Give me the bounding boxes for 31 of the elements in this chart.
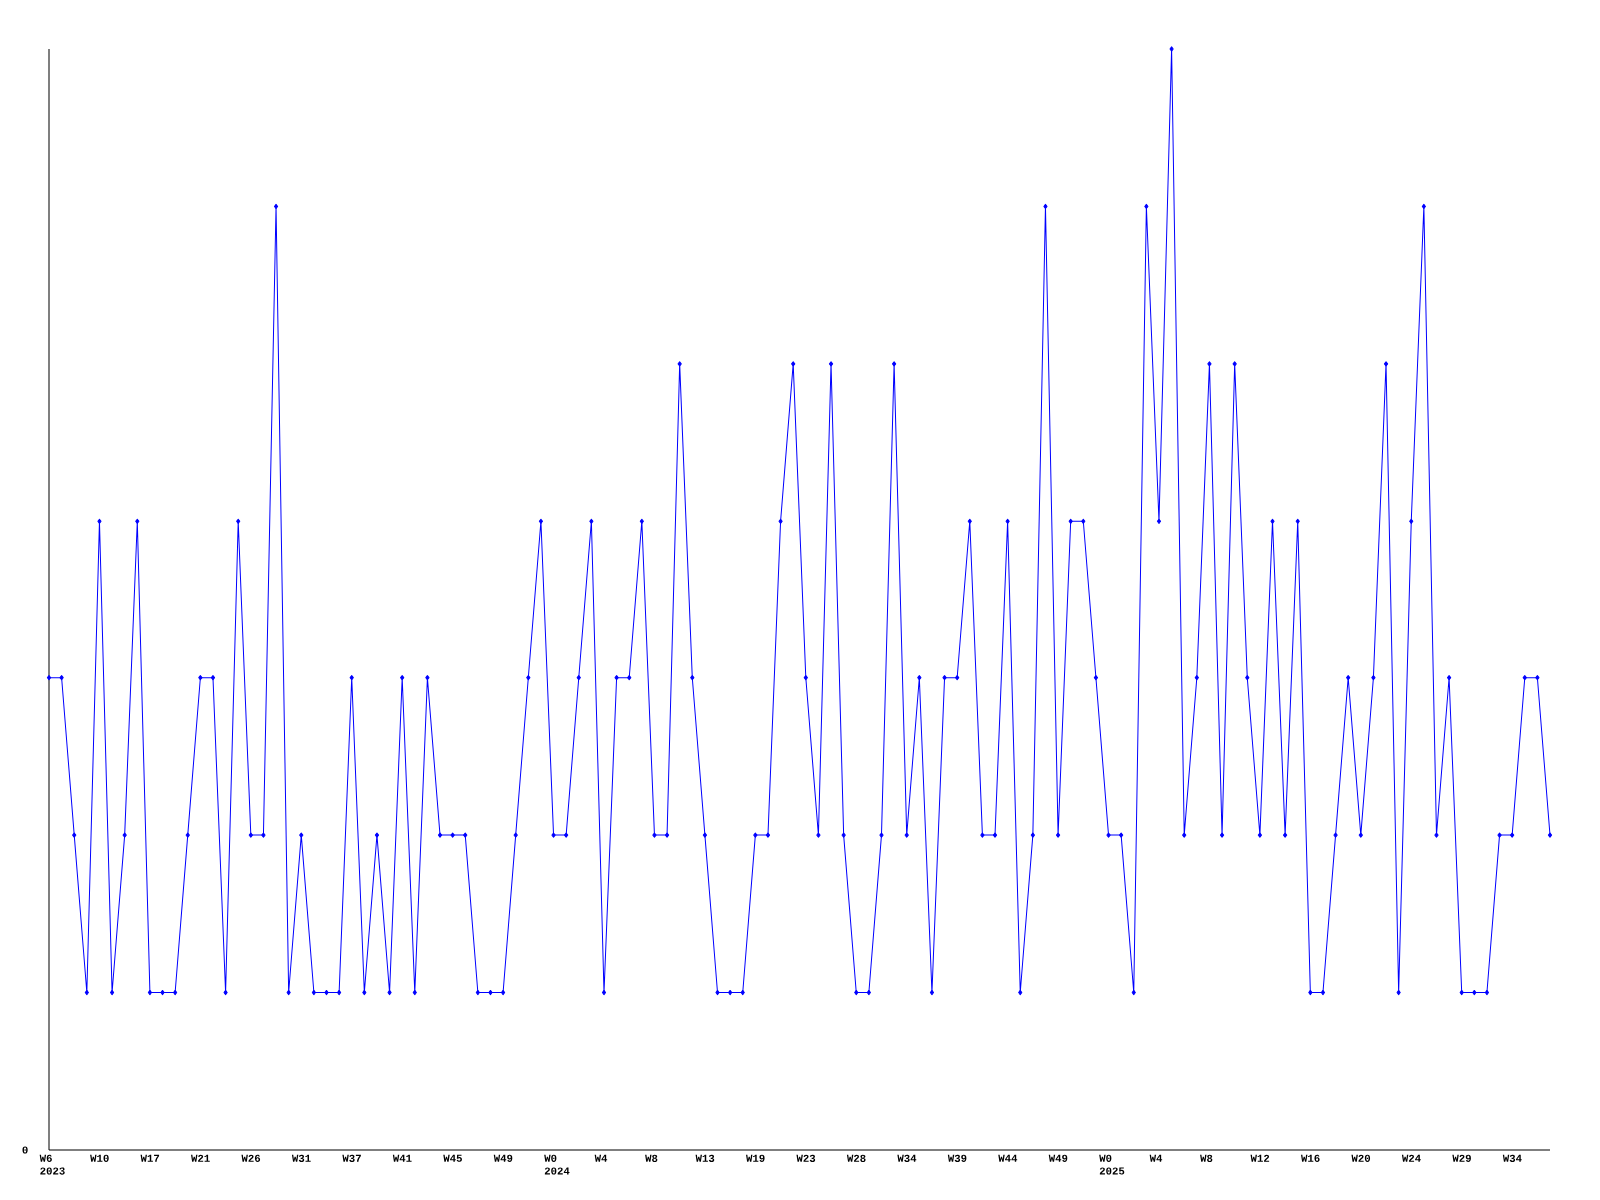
x-tick-label: W26: [241, 1154, 261, 1162]
x-tick-label: W4: [594, 1154, 608, 1162]
x-tick-label: W8: [1200, 1154, 1213, 1162]
x-tick-label: W29: [1452, 1154, 1471, 1162]
x-tick-label: W0 2024: [544, 1154, 570, 1175]
x-tick-label: W10: [90, 1154, 109, 1162]
x-tick-label: W37: [342, 1154, 361, 1162]
x-tick-label: W41: [392, 1154, 412, 1162]
x-tick-label: W0 2025: [1099, 1154, 1125, 1175]
x-tick-label: W19: [746, 1154, 765, 1162]
x-tick-label: W39: [947, 1154, 967, 1162]
x-tick-label: W4: [1149, 1154, 1163, 1162]
x-tick-label: W31: [291, 1154, 311, 1162]
x-tick-label: W21: [191, 1154, 210, 1162]
x-tick-label: W24: [1401, 1154, 1421, 1162]
x-tick-label: W16: [1301, 1154, 1320, 1162]
x-tick-label: W28: [846, 1154, 866, 1162]
x-tick-label: W8: [645, 1154, 658, 1162]
x-tick-label: W34: [897, 1154, 917, 1162]
x-tick-label: W49: [493, 1154, 513, 1162]
x-tick-label: W34: [1502, 1154, 1522, 1162]
text: 0: [22, 1146, 28, 1154]
x-tick-label: W45: [443, 1154, 462, 1162]
x-tick-label: W12: [1250, 1154, 1270, 1162]
x-tick-label: W23: [796, 1154, 816, 1162]
x-tick-label: W44: [998, 1154, 1018, 1162]
x-tick-label: W6 2023: [39, 1154, 65, 1175]
x-tick-label: W13: [695, 1154, 715, 1162]
x-tick-label: W20: [1351, 1154, 1371, 1162]
x-tick-label: W49: [1048, 1154, 1068, 1162]
x-tick-label: W17: [140, 1154, 160, 1162]
